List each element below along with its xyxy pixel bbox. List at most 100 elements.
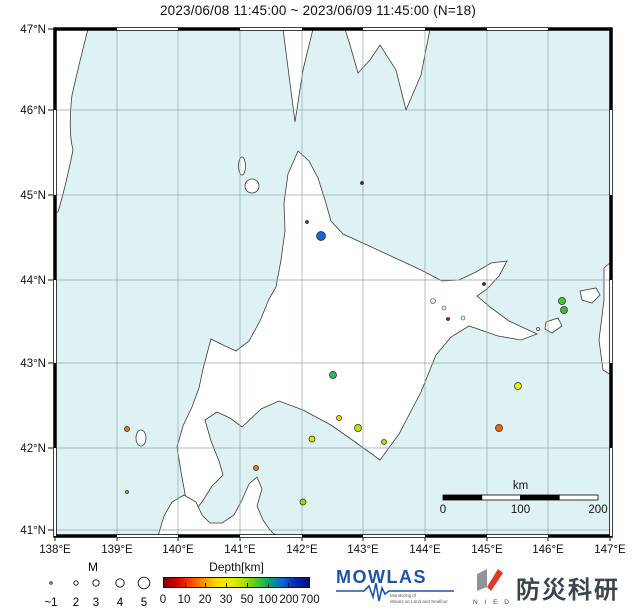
- earthquake-marker: [360, 181, 364, 185]
- mowlas-tagline: Monitoring of Waves on Land and Seafloor: [390, 593, 448, 604]
- earthquake-marker: [305, 220, 309, 224]
- earthquake-marker: [560, 306, 568, 314]
- lon-label: 139°E: [101, 544, 133, 556]
- russia-mainland-coast: [55, 29, 89, 213]
- earthquake-marker: [336, 415, 342, 421]
- magnitude-legend-circle: [49, 581, 53, 585]
- map-frame: [53, 27, 613, 538]
- scalebar-tick-label: 100: [511, 504, 530, 516]
- rishiri-island: [244, 178, 260, 194]
- mowlas-wordmark: MOWLAS: [336, 567, 427, 587]
- magnitude-legend-title: M: [88, 560, 98, 574]
- magnitude-legend-label: 4: [117, 597, 124, 609]
- honshu-coast: [157, 476, 277, 536]
- scalebar-tick-label: 200: [588, 504, 607, 516]
- nied-icon: [477, 569, 503, 591]
- lat-label: 46°N: [20, 105, 46, 117]
- scalebar-segment: [520, 494, 560, 501]
- lat-label: 47°N: [20, 24, 46, 36]
- depth-tick-label: 20: [198, 594, 212, 606]
- earthquake-marker: [446, 317, 450, 321]
- scalebar-segment: [442, 494, 483, 501]
- magnitude-legend-circle: [73, 580, 79, 586]
- depth-legend-title: Depth[km]: [209, 560, 264, 574]
- scale-bar: km 0 100 200: [440, 480, 608, 516]
- earthquake-marker: [495, 424, 503, 432]
- earthquake-marker: [253, 465, 259, 471]
- earthquake-marker: [308, 435, 316, 443]
- mowlas-wave-icon: [336, 583, 454, 602]
- earthquake-marker: [316, 231, 326, 241]
- habomai-island: [579, 287, 601, 304]
- scalebar-tick-label: 0: [440, 504, 446, 516]
- nied-kanji: 防災科研: [516, 577, 620, 604]
- depth-tick-label: 200: [279, 594, 299, 606]
- small-islet: [536, 327, 540, 331]
- earthquake-marker: [514, 382, 522, 390]
- depth-legend: Depth[km] 0 10 20 30 50 100 200 700: [159, 560, 320, 610]
- lat-label: 44°N: [20, 275, 46, 287]
- depth-tick-label: 30: [219, 594, 233, 606]
- lat-label: 43°N: [20, 358, 46, 370]
- depth-tick-label: 0: [159, 594, 167, 606]
- depth-tick-label: 100: [258, 594, 278, 606]
- depth-colorbar-tick: [267, 583, 269, 587]
- axis-labels: 47°N 46°N 45°N 44°N 43°N 42°N 41°N 138°E 139°E 14…: [20, 24, 626, 556]
- okushiri-island: [135, 429, 147, 447]
- depth-tick-label: 50: [240, 594, 254, 606]
- lake-saroma: [441, 305, 447, 311]
- lon-label: 146°E: [532, 544, 564, 556]
- lat-label: 41°N: [20, 525, 46, 537]
- nied-logo: N I E D 防災科研: [473, 567, 620, 606]
- lon-label: 142°E: [286, 544, 318, 556]
- lon-label: 145°E: [471, 544, 503, 556]
- earthquake-marker: [299, 498, 307, 506]
- sakhalin-east-lobe: [344, 29, 431, 112]
- depth-colorbar-tick: [288, 583, 290, 587]
- earthquake-markers: [124, 181, 568, 506]
- lake-abashiri: [430, 298, 436, 304]
- earthquake-marker: [329, 371, 337, 379]
- scalebar-segment: [558, 494, 599, 501]
- magnitude-legend-circle: [137, 576, 151, 590]
- lake-kussharo: [460, 315, 466, 321]
- earthquake-marker: [354, 424, 362, 432]
- depth-tick-label: 10: [177, 594, 191, 606]
- earthquake-marker: [124, 426, 130, 432]
- lat-label: 45°N: [20, 190, 46, 202]
- scalebar-unit-label: km: [513, 480, 528, 492]
- magnitude-legend-label: 2: [73, 597, 79, 609]
- magnitude-legend-circle: [115, 578, 125, 588]
- map-title: 2023/06/08 11:45:00 ~ 2023/06/09 11:45:0…: [159, 3, 477, 18]
- earthquake-marker: [125, 490, 129, 494]
- magnitude-legend: M ~1 2 3 4 5: [44, 560, 151, 609]
- lat-label: 42°N: [20, 443, 46, 455]
- magnitude-legend-circle: [92, 579, 100, 587]
- depth-colorbar-tick: [205, 583, 207, 587]
- shikotan-island: [544, 317, 563, 334]
- depth-colorbar: [163, 577, 310, 588]
- magnitude-legend-label: ~1: [44, 597, 57, 609]
- hokkaido-island: [176, 150, 539, 513]
- lon-label: 140°E: [162, 544, 194, 556]
- earthquake-marker: [558, 297, 566, 305]
- lon-label: 144°E: [409, 544, 441, 556]
- lon-label: 138°E: [39, 544, 71, 556]
- depth-tick-label: 700: [300, 594, 320, 606]
- depth-colorbar-tick: [226, 583, 228, 587]
- graticule: [55, 29, 611, 536]
- scalebar-segment: [481, 494, 521, 501]
- magnitude-legend-label: 3: [93, 597, 99, 609]
- earthquake-marker: [381, 439, 387, 445]
- depth-colorbar-tick: [246, 583, 248, 587]
- lon-label: 143°E: [347, 544, 379, 556]
- sakhalin-west-lobe: [282, 29, 314, 123]
- lon-label: 147°E: [594, 544, 626, 556]
- kunashiri-island: [598, 261, 611, 376]
- depth-colorbar-tick: [184, 583, 186, 587]
- lon-label: 141°E: [224, 544, 256, 556]
- earthquake-marker: [482, 282, 486, 286]
- magnitude-legend-label: 5: [141, 597, 147, 609]
- mowlas-logo: MOWLAS Monitoring of Waves on Land and S…: [336, 567, 458, 609]
